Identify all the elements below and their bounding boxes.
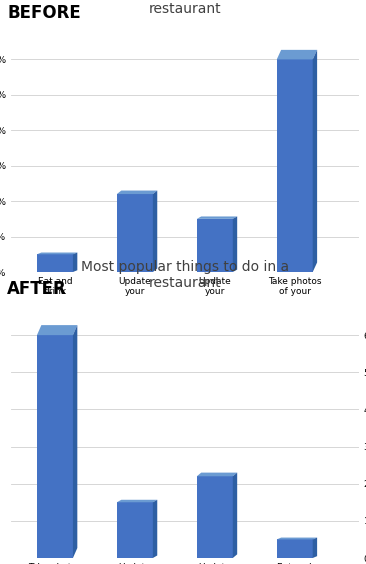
Polygon shape xyxy=(313,537,317,558)
Title: Most popular things to do in a
restaurant: Most popular things to do in a restauran… xyxy=(81,259,289,290)
Polygon shape xyxy=(197,219,233,272)
Text: AFTER: AFTER xyxy=(7,280,67,298)
Title: Most popular things to do in a
restaurant: Most popular things to do in a restauran… xyxy=(81,0,289,16)
Polygon shape xyxy=(233,473,237,558)
Polygon shape xyxy=(277,59,313,272)
Polygon shape xyxy=(153,191,157,272)
Polygon shape xyxy=(117,191,157,194)
Polygon shape xyxy=(277,539,313,558)
Polygon shape xyxy=(197,473,237,476)
Polygon shape xyxy=(37,325,77,335)
Polygon shape xyxy=(117,503,153,558)
Polygon shape xyxy=(117,194,153,272)
Polygon shape xyxy=(233,217,237,272)
Polygon shape xyxy=(73,325,77,558)
Polygon shape xyxy=(197,476,233,558)
Polygon shape xyxy=(37,254,73,272)
Polygon shape xyxy=(37,335,73,558)
Polygon shape xyxy=(37,253,77,254)
Polygon shape xyxy=(153,500,157,558)
Polygon shape xyxy=(73,253,77,272)
Text: BEFORE: BEFORE xyxy=(7,4,81,22)
Polygon shape xyxy=(277,50,317,59)
Polygon shape xyxy=(117,500,157,503)
Polygon shape xyxy=(313,50,317,272)
Polygon shape xyxy=(277,537,317,539)
Polygon shape xyxy=(197,217,237,219)
